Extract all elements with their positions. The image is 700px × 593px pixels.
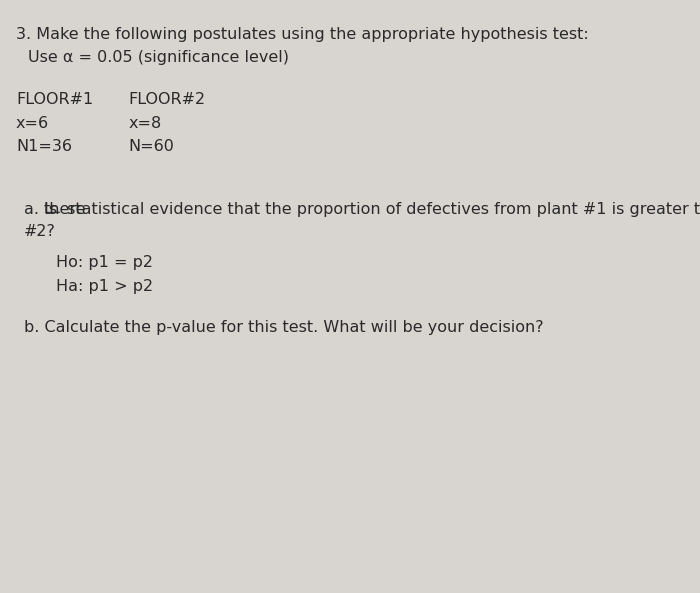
Text: N1=36: N1=36 — [16, 139, 72, 154]
Text: statistical evidence that the proportion of defectives from plant #1 is greater : statistical evidence that the proportion… — [62, 202, 700, 216]
Text: b. Calculate the p-value for this test. What will be your decision?: b. Calculate the p-value for this test. … — [24, 320, 544, 335]
Text: Ha: p1 > p2: Ha: p1 > p2 — [56, 279, 153, 294]
Text: 3. Make the following postulates using the appropriate hypothesis test:: 3. Make the following postulates using t… — [16, 27, 589, 42]
Text: #2?: #2? — [24, 224, 56, 239]
Text: x=6: x=6 — [16, 116, 49, 130]
Text: x=8: x=8 — [128, 116, 162, 130]
Text: Ho: p1 = p2: Ho: p1 = p2 — [56, 255, 153, 270]
Text: FLOOR#2: FLOOR#2 — [128, 92, 205, 107]
Text: N=60: N=60 — [128, 139, 174, 154]
Text: Use α = 0.05 (significance level): Use α = 0.05 (significance level) — [28, 50, 289, 65]
Text: there: there — [43, 202, 86, 216]
Text: a. Is: a. Is — [24, 202, 62, 216]
Text: FLOOR#1: FLOOR#1 — [16, 92, 93, 107]
